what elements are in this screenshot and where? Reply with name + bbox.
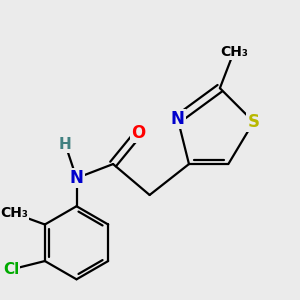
- Text: CH₃: CH₃: [220, 45, 248, 58]
- Text: N: N: [171, 110, 185, 128]
- Text: H: H: [59, 137, 72, 152]
- Text: O: O: [131, 124, 146, 142]
- Text: Cl: Cl: [3, 262, 19, 277]
- Text: N: N: [70, 169, 83, 187]
- Text: CH₃: CH₃: [0, 206, 28, 220]
- Text: S: S: [248, 113, 260, 131]
